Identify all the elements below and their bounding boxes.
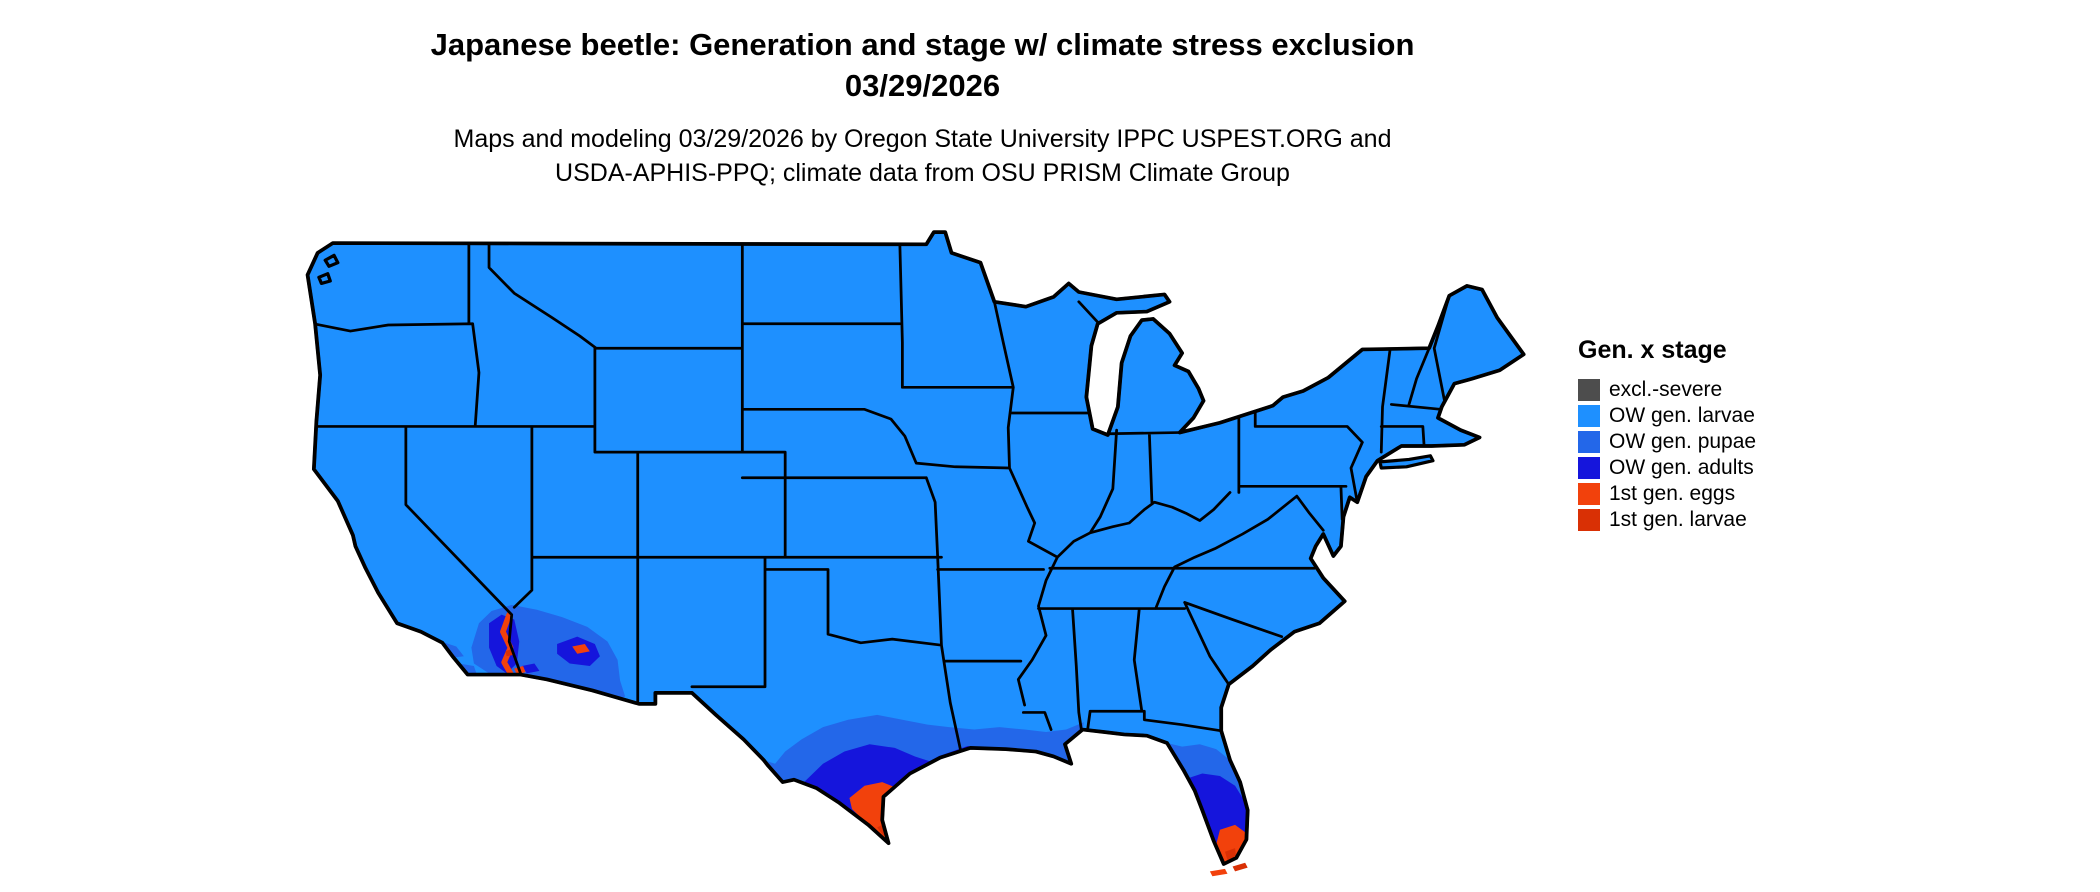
map-title-line1: Japanese beetle: Generation and stage w/… (430, 27, 1415, 62)
legend-swatch-1st-eggs (1578, 483, 1600, 505)
legend-title: Gen. x stage (1578, 336, 1727, 364)
map-title-date: 03/29/2026 (844, 68, 1001, 103)
legend-swatch-1st-larvae (1578, 509, 1600, 531)
legend-item-ow-larvae: OW gen. larvae (1578, 403, 1756, 429)
legend-item-excl-severe: excl.-severe (1578, 377, 1756, 403)
florida-keys-larvae (1232, 862, 1248, 872)
legend-item-1st-eggs: 1st gen. eggs (1578, 481, 1756, 507)
us-map (305, 230, 1526, 877)
florida-keys-eggs (1209, 868, 1228, 877)
region-ow-pupae (441, 604, 1248, 864)
us-outline (305, 230, 1526, 866)
legend-swatch-ow-larvae (1578, 405, 1600, 427)
legend-label-1st-eggs: 1st gen. eggs (1609, 482, 1736, 505)
legend-label-ow-pupae: OW gen. pupae (1609, 430, 1757, 453)
subtitle-line2: USDA-APHIS-PPQ; climate data from OSU PR… (555, 159, 1290, 187)
legend-swatch-ow-adults (1578, 457, 1600, 479)
legend-swatch-ow-pupae (1578, 431, 1600, 453)
legend-label-ow-larvae: OW gen. larvae (1609, 404, 1755, 427)
subtitle-line1: Maps and modeling 03/29/2026 by Oregon S… (453, 125, 1392, 153)
legend-label-1st-larvae: 1st gen. larvae (1609, 508, 1747, 531)
legend-item-ow-pupae: OW gen. pupae (1578, 429, 1756, 455)
legend: Gen. x stage excl.-severe OW gen. larvae… (1578, 336, 1756, 533)
legend-label-ow-adults: OW gen. adults (1609, 456, 1754, 479)
legend-item-ow-adults: OW gen. adults (1578, 455, 1756, 481)
map-area (300, 226, 1535, 886)
title-block: Japanese beetle: Generation and stage w/… (0, 24, 1845, 190)
legend-swatch-excl-severe (1578, 379, 1600, 401)
map-subtitle: Maps and modeling 03/29/2026 by Oregon S… (0, 122, 1845, 190)
state-borders (308, 242, 1451, 751)
legend-label-excl-severe: excl.-severe (1609, 378, 1723, 401)
legend-item-1st-larvae: 1st gen. larvae (1578, 507, 1756, 533)
